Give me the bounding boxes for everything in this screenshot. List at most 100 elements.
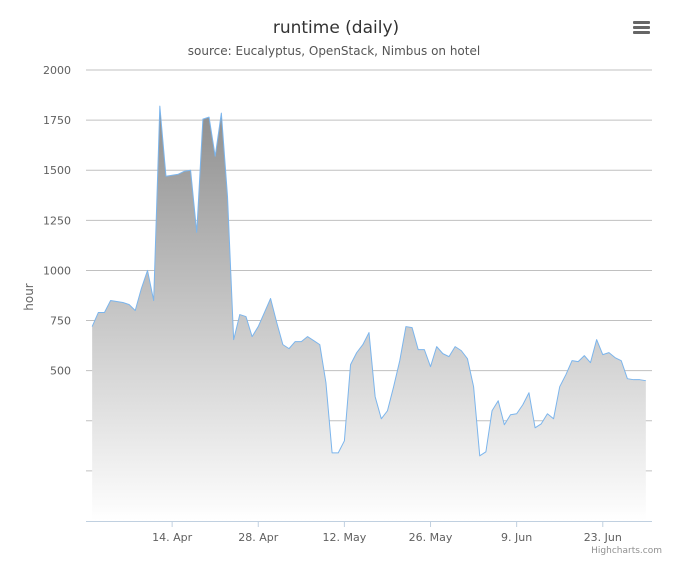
data-point[interactable] [379, 416, 384, 421]
data-point[interactable] [502, 422, 507, 427]
data-point[interactable] [200, 117, 205, 122]
data-point[interactable] [434, 344, 439, 349]
data-point[interactable] [207, 115, 212, 120]
data-point[interactable] [163, 174, 168, 179]
data-point[interactable] [157, 104, 162, 109]
data-point[interactable] [373, 394, 378, 399]
x-axis: 14. Apr 28. Apr 12. May 26. May 9. Jun 23. Ju… [86, 521, 652, 544]
data-point[interactable] [631, 377, 636, 382]
data-point[interactable] [600, 352, 605, 357]
data-point[interactable] [170, 173, 175, 178]
data-point[interactable] [114, 299, 119, 304]
data-point[interactable] [385, 408, 390, 413]
data-point[interactable] [151, 298, 156, 303]
data-point[interactable] [619, 358, 624, 363]
data-point[interactable] [440, 351, 445, 356]
data-point[interactable] [250, 334, 255, 339]
data-point[interactable] [354, 350, 359, 355]
data-point[interactable] [526, 390, 531, 395]
data-point[interactable] [403, 324, 408, 329]
data-point[interactable] [483, 449, 488, 454]
data-point[interactable] [465, 356, 470, 361]
data-point[interactable] [299, 339, 304, 344]
data-point[interactable] [625, 376, 630, 381]
data-point[interactable] [274, 320, 279, 325]
data-point[interactable] [533, 425, 538, 430]
data-point[interactable] [268, 296, 273, 301]
data-point[interactable] [176, 172, 181, 177]
data-point[interactable] [108, 298, 113, 303]
data-point[interactable] [391, 384, 396, 389]
data-point[interactable] [293, 339, 298, 344]
data-point[interactable] [219, 111, 224, 116]
data-point[interactable] [551, 416, 556, 421]
data-point[interactable] [643, 378, 648, 383]
data-point[interactable] [367, 330, 372, 335]
x-tick-label: 23. Jun [584, 531, 622, 544]
data-point[interactable] [311, 338, 316, 343]
data-point[interactable] [594, 337, 599, 342]
data-point[interactable] [637, 377, 642, 382]
data-point[interactable] [348, 362, 353, 367]
data-point[interactable] [588, 360, 593, 365]
data-point[interactable] [570, 358, 575, 363]
y-tick-label: 1250 [43, 214, 71, 227]
data-point[interactable] [133, 308, 138, 313]
data-point[interactable] [194, 230, 199, 235]
chart-title: runtime (daily) [273, 18, 399, 38]
data-point[interactable] [262, 310, 267, 315]
data-point[interactable] [471, 384, 476, 389]
data-point[interactable] [256, 324, 261, 329]
x-tick-label: 9. Jun [501, 531, 532, 544]
data-point[interactable] [139, 286, 144, 291]
data-point[interactable] [557, 384, 562, 389]
data-point[interactable] [330, 450, 335, 455]
data-point[interactable] [613, 355, 618, 360]
data-point[interactable] [317, 342, 322, 347]
data-point[interactable] [582, 353, 587, 358]
data-point[interactable] [145, 268, 150, 273]
data-point[interactable] [360, 342, 365, 347]
data-point[interactable] [243, 314, 248, 319]
menu-icon[interactable] [633, 21, 650, 34]
data-point[interactable] [545, 411, 550, 416]
data-point[interactable] [342, 438, 347, 443]
credits-link[interactable]: Highcharts.com [591, 546, 662, 556]
data-point[interactable] [410, 325, 415, 330]
data-point[interactable] [477, 453, 482, 458]
data-point[interactable] [127, 302, 132, 307]
x-tick-label: 14. Apr [152, 531, 192, 544]
data-point[interactable] [323, 380, 328, 385]
data-point[interactable] [490, 408, 495, 413]
data-point[interactable] [563, 372, 568, 377]
data-point[interactable] [416, 347, 421, 352]
data-point[interactable] [102, 310, 107, 315]
data-point[interactable] [428, 364, 433, 369]
data-point[interactable] [576, 359, 581, 364]
data-point[interactable] [280, 342, 285, 347]
data-point[interactable] [120, 300, 125, 305]
data-point[interactable] [90, 324, 95, 329]
data-point[interactable] [397, 358, 402, 363]
data-point[interactable] [231, 337, 236, 342]
data-point[interactable] [514, 411, 519, 416]
data-point[interactable] [496, 398, 501, 403]
data-point[interactable] [213, 154, 218, 159]
data-point[interactable] [453, 344, 458, 349]
data-point[interactable] [225, 194, 230, 199]
data-point[interactable] [422, 347, 427, 352]
data-point[interactable] [446, 354, 451, 359]
data-point[interactable] [336, 450, 341, 455]
data-point[interactable] [182, 169, 187, 174]
data-point[interactable] [508, 412, 513, 417]
data-point[interactable] [520, 402, 525, 407]
data-point[interactable] [459, 348, 464, 353]
data-point[interactable] [188, 168, 193, 173]
data-point[interactable] [539, 421, 544, 426]
data-point[interactable] [237, 312, 242, 317]
data-point[interactable] [287, 346, 292, 351]
data-point[interactable] [305, 334, 310, 339]
data-point[interactable] [606, 350, 611, 355]
data-point[interactable] [96, 310, 101, 315]
